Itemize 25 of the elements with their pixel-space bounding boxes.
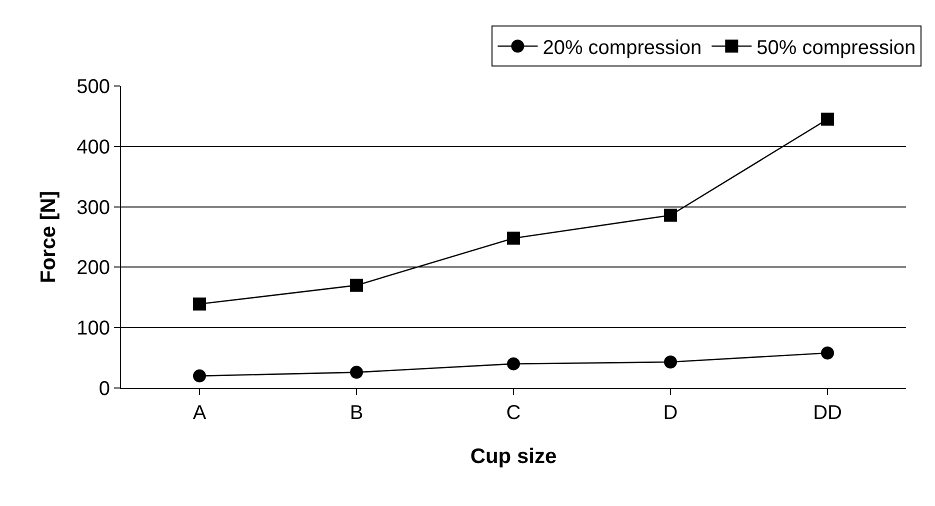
point	[507, 357, 520, 370]
point	[350, 366, 363, 379]
point	[193, 298, 206, 311]
point	[350, 278, 363, 292]
y-tick-label: 100	[76, 318, 110, 340]
point	[821, 346, 834, 360]
point	[507, 232, 520, 245]
x-tick-label: D	[663, 402, 678, 424]
x-tick-label: B	[350, 402, 364, 424]
y-tick-label: 0	[98, 378, 110, 400]
y-axis-title: Force [N]	[36, 190, 60, 284]
y-tick-label: 400	[76, 136, 110, 158]
legend-label: 50% compression	[756, 36, 916, 59]
y-tick-label: 500	[76, 76, 110, 98]
point	[193, 369, 206, 382]
y-tick-label: 300	[76, 196, 110, 219]
x-tick-label: DD	[813, 402, 842, 424]
point	[664, 356, 677, 369]
point	[821, 112, 834, 126]
x-tick-label: A	[192, 402, 207, 424]
x-axis-title: Cup size	[470, 445, 557, 468]
y-tick-label: 200	[76, 257, 110, 280]
legend-label: 20% compression	[542, 36, 702, 59]
x-tick-label: C	[506, 402, 521, 424]
point	[664, 208, 677, 222]
